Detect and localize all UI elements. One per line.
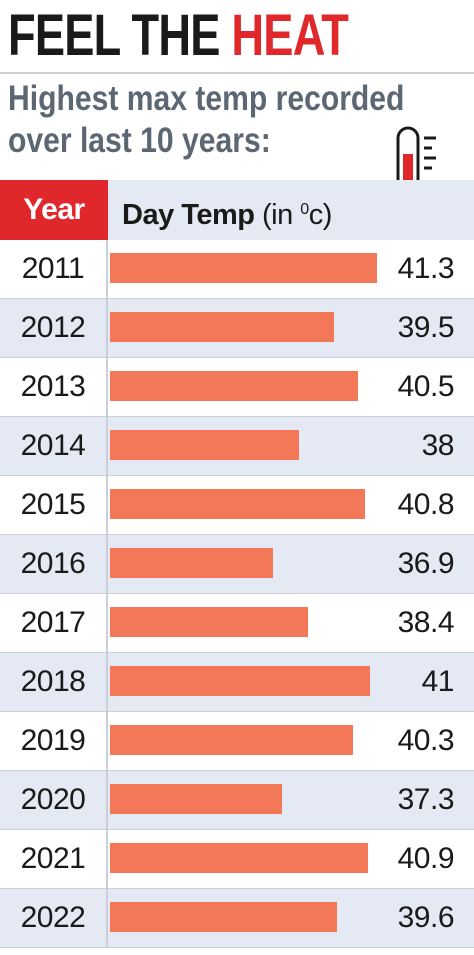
temp-value-label: 39.6	[397, 901, 455, 934]
table-row: 2017 38.4	[0, 594, 474, 653]
table-header: Year Day Temp (in 0c)	[0, 180, 474, 240]
temp-value-label: 38.4	[397, 606, 455, 639]
year-label: 2012	[0, 299, 108, 357]
temp-bar	[110, 607, 308, 637]
temp-column-header: Day Temp (in 0c)	[122, 180, 332, 240]
temp-value-label: 40.8	[397, 488, 455, 521]
table-row: 2018 41	[0, 653, 474, 712]
temp-bar	[110, 902, 337, 932]
table-row: 2015 40.8	[0, 476, 474, 535]
temp-bar	[110, 666, 370, 696]
temp-header-unit-open: (in	[254, 199, 301, 231]
subtitle: Highest max temp recorded over last 10 y…	[8, 78, 455, 162]
temp-value-label: 39.5	[397, 311, 455, 344]
temp-value-label: 40.9	[397, 842, 455, 875]
temp-value-label: 40.3	[397, 724, 455, 757]
temp-bar	[110, 312, 334, 342]
temp-bar	[110, 489, 365, 519]
temp-header-label: Day Temp	[122, 199, 255, 231]
temp-bar	[110, 253, 377, 283]
temp-value-label: 40.5	[397, 370, 455, 403]
year-label: 2020	[0, 771, 108, 829]
temp-bar	[110, 784, 282, 814]
table-row: 2022 39.6	[0, 889, 474, 948]
year-label: 2011	[0, 240, 108, 298]
divider	[0, 72, 474, 74]
temp-value-label: 38	[421, 429, 455, 462]
year-column-header: Year	[0, 180, 108, 240]
year-label: 2019	[0, 712, 108, 770]
headline-accent: HEAT	[231, 3, 349, 68]
temp-value-label: 36.9	[397, 547, 455, 580]
year-label: 2022	[0, 889, 108, 947]
table-row: 2011 41.3	[0, 240, 474, 299]
year-label: 2018	[0, 653, 108, 711]
subtitle-line-2: over last 10 years:	[8, 121, 271, 160]
chart-rows: 2011 41.3 2012 39.5 2013 40.5 2014 38 2015 40.8 20…	[0, 240, 474, 948]
temp-value-label: 41	[421, 665, 455, 698]
temp-bar	[110, 725, 353, 755]
temp-bar	[110, 430, 299, 460]
year-label: 2017	[0, 594, 108, 652]
table-row: 2020 37.3	[0, 771, 474, 830]
table-row: 2013 40.5	[0, 358, 474, 417]
temp-value-label: 37.3	[397, 783, 455, 816]
temp-header-unit-sup: 0	[300, 201, 309, 218]
year-label: 2021	[0, 830, 108, 888]
temp-bar	[110, 548, 273, 578]
table-row: 2012 39.5	[0, 299, 474, 358]
temp-bar	[110, 843, 368, 873]
year-label: 2015	[0, 476, 108, 534]
table-row: 2019 40.3	[0, 712, 474, 771]
table-row: 2016 36.9	[0, 535, 474, 594]
table-row: 2014 38	[0, 417, 474, 476]
subtitle-line-1: Highest max temp recorded	[8, 79, 405, 118]
table-row: 2021 40.9	[0, 830, 474, 889]
headline-main: FEEL THE	[8, 3, 232, 68]
year-label: 2014	[0, 417, 108, 475]
year-label: 2016	[0, 535, 108, 593]
year-label: 2013	[0, 358, 108, 416]
temp-value-label: 41.3	[397, 252, 455, 285]
temp-bar	[110, 371, 358, 401]
temp-header-unit-close: c)	[308, 199, 333, 231]
headline: FEEL THE HEAT	[8, 0, 349, 72]
